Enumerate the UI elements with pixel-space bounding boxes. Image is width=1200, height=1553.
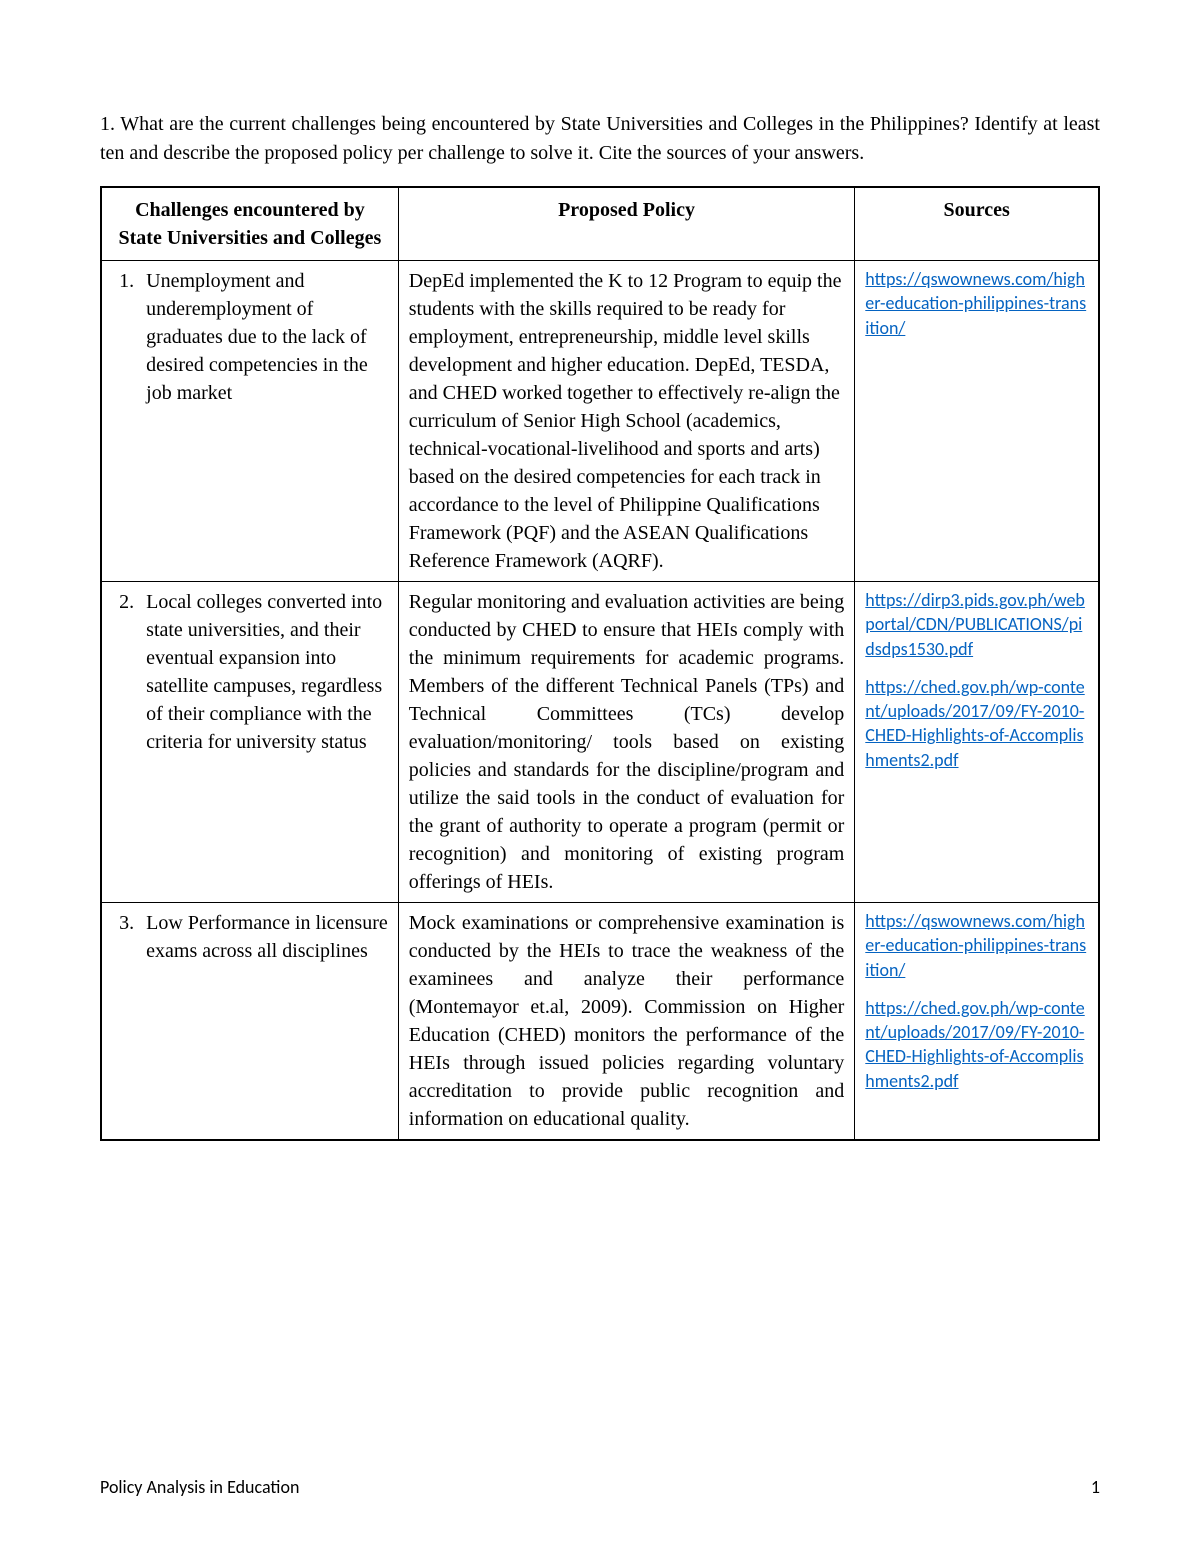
sources-cell: https://dirp3.pids.gov.ph/webportal/CDN/… bbox=[855, 582, 1099, 903]
footer-title: Policy Analysis in Education bbox=[100, 1476, 299, 1498]
footer-page-number: 1 bbox=[1091, 1476, 1100, 1498]
source-link[interactable]: https://ched.gov.ph/wp-content/uploads/2… bbox=[865, 675, 1088, 772]
header-policy: Proposed Policy bbox=[398, 187, 855, 261]
policy-cell: DepEd implemented the K to 12 Program to… bbox=[398, 261, 855, 582]
row-number: 3. bbox=[101, 903, 138, 1141]
challenge-cell: Local colleges converted into state univ… bbox=[138, 582, 398, 903]
table-header-row: Challenges encountered by State Universi… bbox=[101, 187, 1099, 261]
source-link[interactable]: https://ched.gov.ph/wp-content/uploads/2… bbox=[865, 996, 1088, 1093]
source-link[interactable]: https://qswownews.com/higher-education-p… bbox=[865, 909, 1088, 982]
sources-cell: https://qswownews.com/higher-education-p… bbox=[855, 903, 1099, 1141]
row-number: 2. bbox=[101, 582, 138, 903]
source-link[interactable]: https://dirp3.pids.gov.ph/webportal/CDN/… bbox=[865, 588, 1088, 661]
source-link[interactable]: https://qswownews.com/higher-education-p… bbox=[865, 267, 1088, 340]
table-row: 1.Unemployment and underemployment of gr… bbox=[101, 261, 1099, 582]
header-challenges: Challenges encountered by State Universi… bbox=[101, 187, 398, 261]
table-row: 3.Low Performance in licensure exams acr… bbox=[101, 903, 1099, 1141]
challenge-cell: Low Performance in licensure exams acros… bbox=[138, 903, 398, 1141]
challenge-cell: Unemployment and underemployment of grad… bbox=[138, 261, 398, 582]
table-row: 2.Local colleges converted into state un… bbox=[101, 582, 1099, 903]
policy-cell: Mock examinations or comprehensive exami… bbox=[398, 903, 855, 1141]
sources-cell: https://qswownews.com/higher-education-p… bbox=[855, 261, 1099, 582]
row-number: 1. bbox=[101, 261, 138, 582]
header-sources: Sources bbox=[855, 187, 1099, 261]
question-text: 1. What are the current challenges being… bbox=[100, 110, 1100, 168]
policy-table: Challenges encountered by State Universi… bbox=[100, 186, 1100, 1141]
policy-cell: Regular monitoring and evaluation activi… bbox=[398, 582, 855, 903]
page-footer: Policy Analysis in Education 1 bbox=[100, 1476, 1100, 1498]
